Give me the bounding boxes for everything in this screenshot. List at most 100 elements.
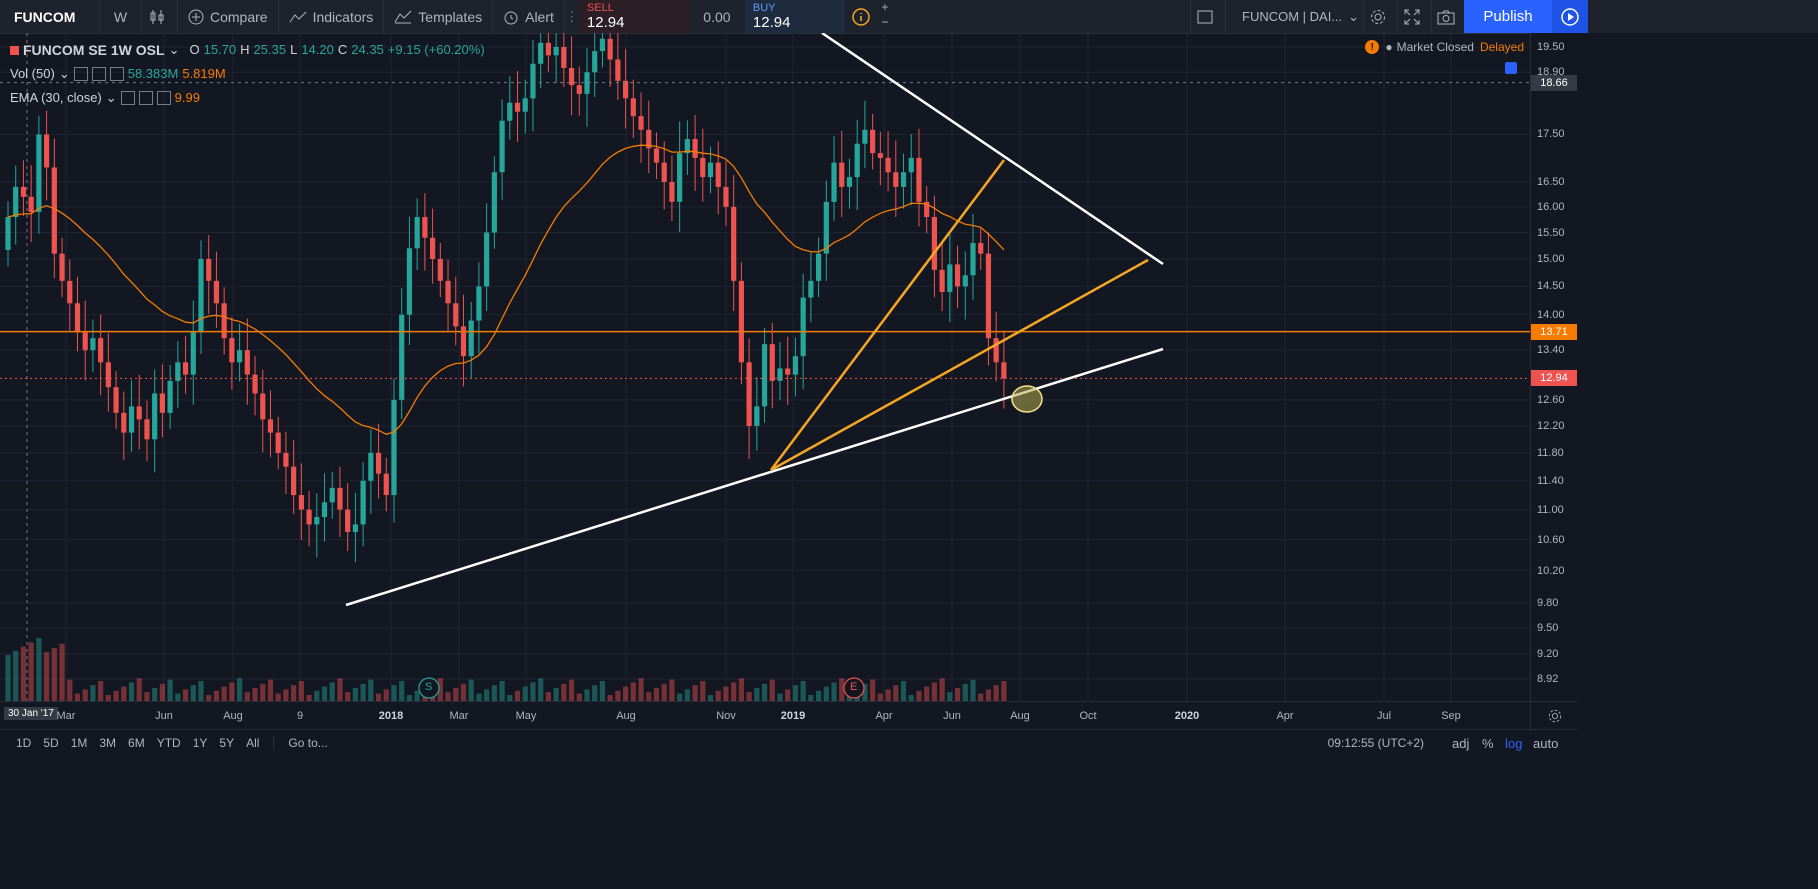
chart-pane[interactable]: S E — [0, 33, 1530, 701]
candle-body[interactable] — [846, 177, 853, 187]
candle-body[interactable] — [792, 356, 799, 375]
range-button-3m[interactable]: 3M — [99, 736, 117, 750]
candle-body[interactable] — [592, 51, 598, 73]
snapshot-button[interactable] — [1432, 0, 1466, 33]
candle-body[interactable] — [252, 374, 258, 394]
candle-body[interactable] — [190, 332, 196, 375]
candle-body[interactable] — [893, 172, 899, 187]
templates-button[interactable]: Templates — [384, 0, 494, 33]
candle-body[interactable] — [422, 217, 428, 238]
candle-body[interactable] — [337, 487, 343, 510]
candle-body[interactable] — [638, 116, 644, 130]
candle-body[interactable] — [213, 280, 220, 304]
candle-body[interactable] — [260, 393, 266, 420]
range-button-ytd[interactable]: YTD — [156, 736, 181, 750]
candle-body[interactable] — [715, 162, 721, 187]
chart-type-button[interactable] — [142, 0, 178, 33]
candle-body[interactable] — [630, 98, 636, 117]
candle-body[interactable] — [144, 419, 150, 440]
candle-body[interactable] — [669, 181, 675, 202]
candle-body[interactable] — [700, 157, 706, 178]
candle-body[interactable] — [152, 393, 158, 440]
candle-body[interactable] — [237, 350, 243, 363]
candle-body[interactable] — [769, 344, 775, 381]
candle-body[interactable] — [375, 452, 382, 474]
buy-button[interactable]: BUY 12.94 — [744, 0, 845, 33]
candle-body[interactable] — [816, 253, 822, 281]
candle-body[interactable] — [352, 524, 358, 532]
publish-button[interactable]: Publish — [1464, 0, 1552, 33]
candle-body[interactable] — [978, 243, 984, 254]
range-button-1y[interactable]: 1Y — [192, 736, 208, 750]
time-axis[interactable]: 30 Jan '17 Mar Jun Aug 9 2018 Mar May Aug Nov 201… — [0, 701, 1530, 730]
candle-body[interactable] — [954, 264, 961, 287]
candle-body[interactable] — [74, 303, 81, 333]
symbol-legend-row[interactable]: FUNCOM SE 1W OSL ⌄ O 15.70 H 25.35 L 14.20 … — [10, 38, 489, 62]
candle-body[interactable] — [414, 217, 420, 249]
clock-timezone[interactable]: 09:12:55 (UTC+2) — [1327, 736, 1424, 750]
candle-body[interactable] — [67, 280, 73, 304]
candle-body[interactable] — [962, 275, 968, 287]
compare-button[interactable]: Compare — [178, 0, 279, 33]
candle-body[interactable] — [692, 139, 698, 158]
layout-name-button[interactable]: FUNCOM | DAI... ⌄ — [1226, 0, 1364, 33]
candle-body[interactable] — [908, 157, 914, 173]
candle-body[interactable] — [623, 80, 629, 99]
candle-body[interactable] — [128, 406, 135, 433]
candle-body[interactable] — [599, 38, 606, 52]
candle-body[interactable] — [530, 63, 536, 99]
fullscreen-select-button[interactable] — [1190, 0, 1226, 33]
symbol-search-button[interactable]: FUNCOM — [0, 0, 100, 33]
auto-scale-toggle[interactable]: auto — [1533, 735, 1559, 751]
candle-body[interactable] — [831, 162, 837, 202]
candle-body[interactable] — [545, 42, 551, 56]
candle-body[interactable] — [460, 326, 467, 357]
earnings-event-marker[interactable] — [843, 677, 865, 699]
candle-body[interactable] — [13, 186, 19, 218]
candle-body[interactable] — [731, 206, 737, 281]
candle-body[interactable] — [522, 98, 528, 112]
trendline-upper-resistance[interactable] — [821, 33, 1164, 266]
highlight-ellipse[interactable] — [1011, 385, 1043, 413]
candle-body[interactable] — [723, 186, 729, 207]
candle-body[interactable] — [182, 362, 189, 375]
save-icon[interactable] — [1505, 62, 1517, 74]
candle-body[interactable] — [646, 129, 652, 149]
gear-icon[interactable] — [138, 91, 153, 105]
candle-body[interactable] — [514, 102, 521, 112]
candle-body[interactable] — [345, 509, 351, 532]
candle-body[interactable] — [924, 201, 930, 218]
candle-body[interactable] — [862, 129, 868, 144]
trendline-lower-support[interactable] — [345, 347, 1164, 607]
candle-body[interactable] — [121, 412, 127, 433]
candle-body[interactable] — [229, 338, 235, 363]
split-event-marker[interactable] — [418, 677, 440, 699]
candle-body[interactable] — [746, 362, 752, 426]
candle-body[interactable] — [754, 406, 760, 426]
candle-body[interactable] — [437, 259, 443, 281]
drag-handle-icon[interactable]: ⋮ — [565, 8, 579, 24]
candle-body[interactable] — [561, 47, 567, 68]
goto-date-button[interactable]: Go to... — [273, 736, 328, 750]
candle-body[interactable] — [329, 487, 335, 503]
price-axis[interactable]: 19.50 18.90 17.50 16.50 16.00 15.50 15.00 14.50… — [1530, 33, 1579, 701]
candle-body[interactable] — [870, 129, 876, 154]
candle-body[interactable] — [761, 344, 768, 407]
candle-body[interactable] — [854, 143, 860, 178]
percent-scale-toggle[interactable]: % — [1482, 735, 1494, 751]
candle-body[interactable] — [90, 338, 96, 351]
candle-body[interactable] — [661, 162, 667, 182]
candle-body[interactable] — [399, 314, 405, 400]
candle-body[interactable] — [291, 466, 297, 496]
candle-body[interactable] — [839, 162, 845, 187]
candle-body[interactable] — [244, 350, 250, 375]
candle-body[interactable] — [283, 452, 289, 467]
range-button-5y[interactable]: 5Y — [219, 736, 235, 750]
candle-body[interactable] — [306, 509, 312, 525]
candle-body[interactable] — [430, 237, 436, 260]
candle-body[interactable] — [275, 432, 281, 453]
candle-body[interactable] — [321, 502, 328, 518]
candle-body[interactable] — [82, 332, 88, 351]
candle-body[interactable] — [314, 517, 320, 525]
eye-icon[interactable] — [120, 91, 135, 105]
